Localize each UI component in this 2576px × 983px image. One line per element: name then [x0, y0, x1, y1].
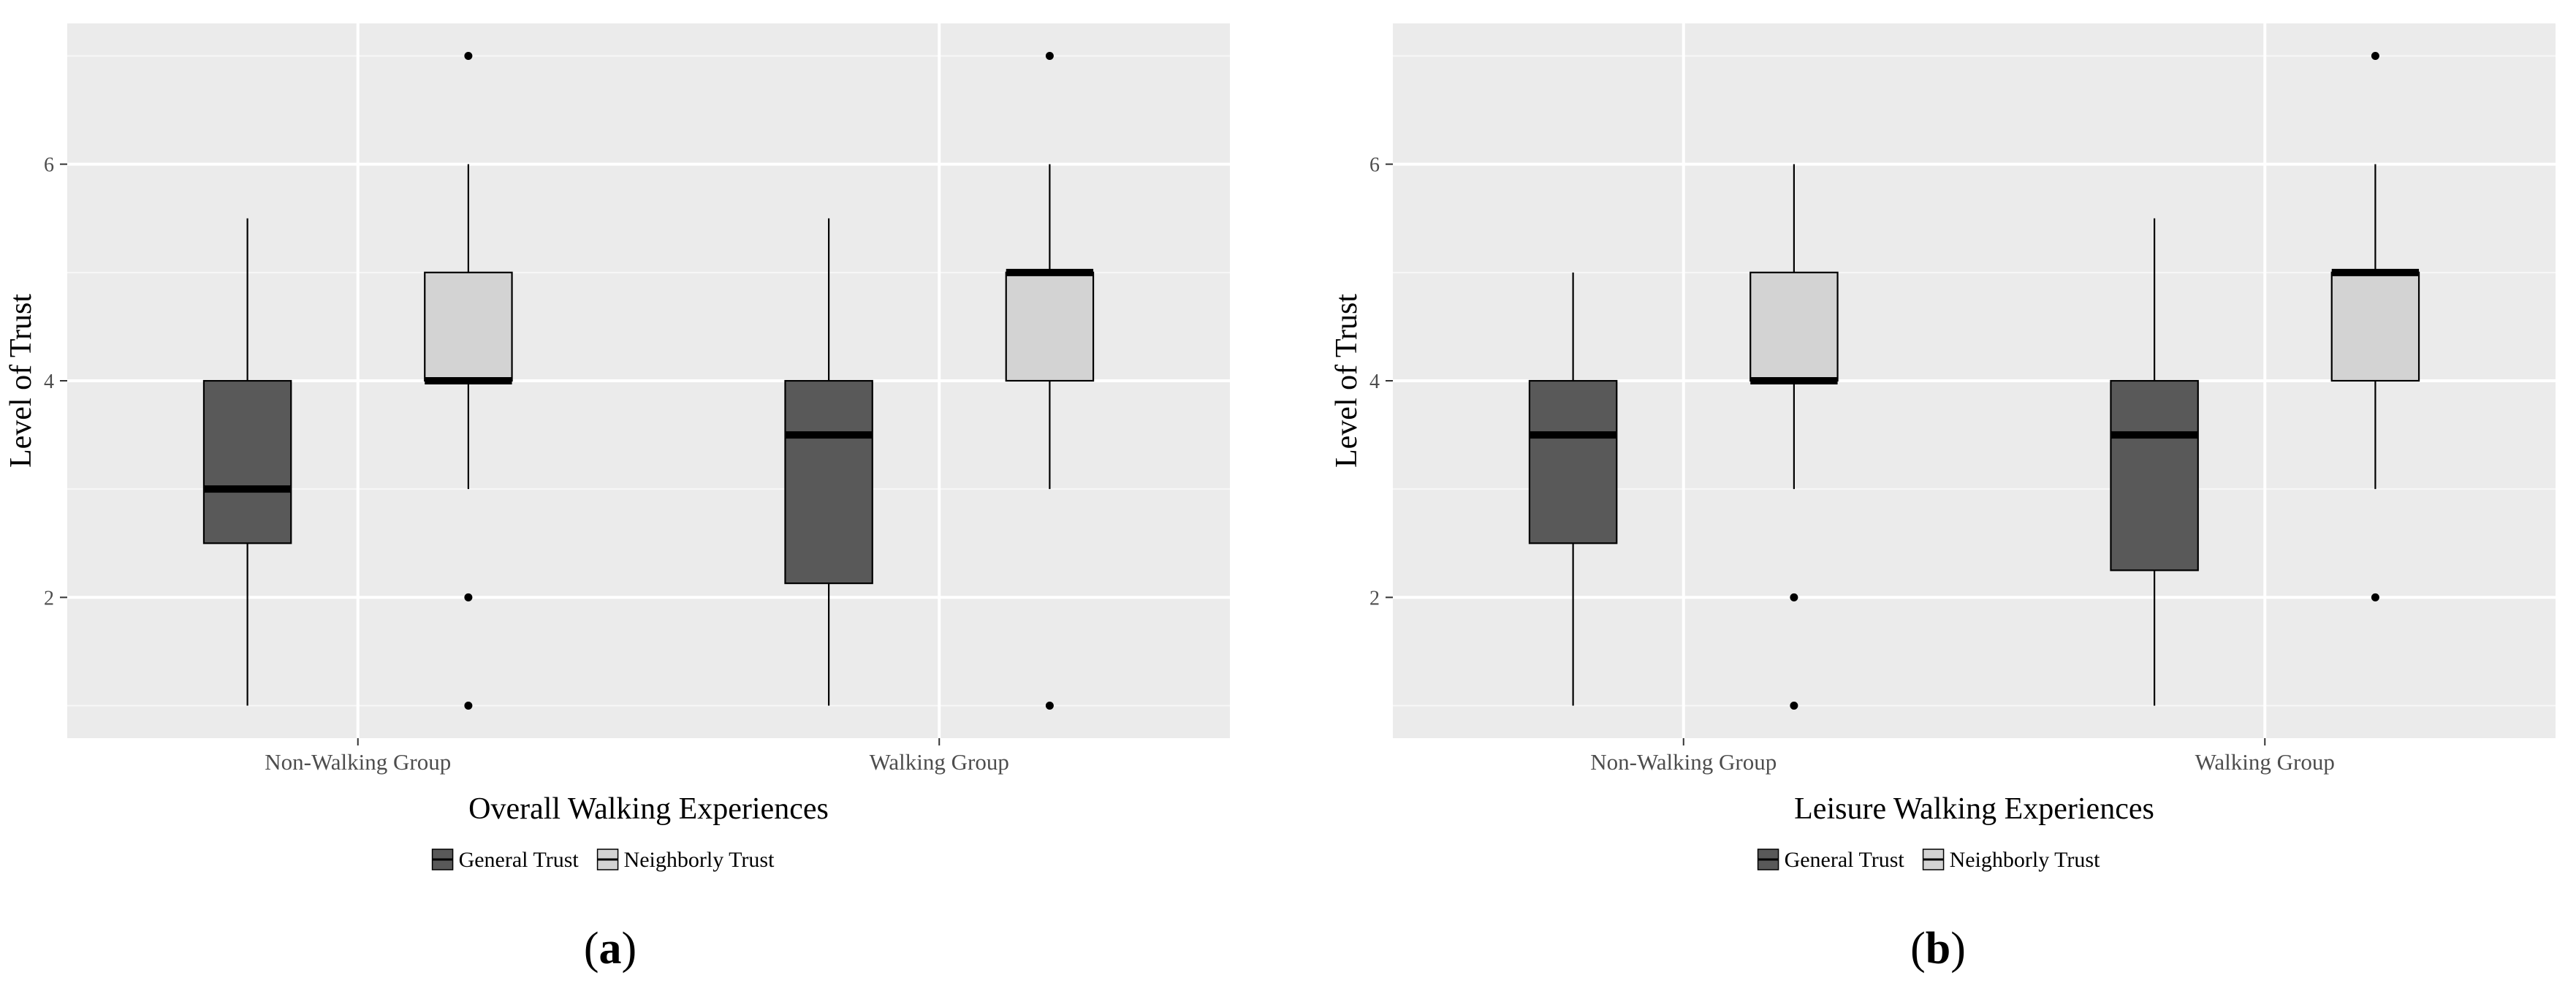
- box-general-trust-non-walking: [202, 218, 292, 706]
- outlier-point: [2371, 593, 2379, 601]
- outlier-point: [1045, 702, 1054, 710]
- y-tick-label: 2: [1369, 587, 1380, 610]
- x-tick-label: Walking Group: [2195, 749, 2335, 775]
- outlier-point: [2371, 51, 2379, 60]
- panel-label: (a): [584, 924, 637, 973]
- panel-b: 2 4 6 Non-Walking Group Walking Group Leisure…: [1330, 23, 2556, 973]
- panel-a: 2 4 6 Non-Walking Group Walking Group Overall…: [4, 23, 1230, 973]
- outlier-point: [464, 593, 473, 601]
- outlier-point: [464, 51, 473, 60]
- box-general-trust-walking: [2110, 218, 2199, 706]
- box-neighborly-trust-walking: [1005, 51, 1095, 710]
- legend: General Trust Neighborly Trust: [1757, 848, 2101, 872]
- legend: General Trust Neighborly Trust: [431, 848, 775, 872]
- box-iqr: [784, 379, 873, 585]
- legend-label-neighborly-trust: Neighborly Trust: [624, 848, 775, 872]
- box-general-trust-walking: [784, 218, 873, 706]
- x-tick-label: Non-Walking Group: [1590, 749, 1777, 775]
- legend-label-general-trust: General Trust: [459, 848, 580, 872]
- y-axis-title: Level of Trust: [1330, 294, 1364, 468]
- y-axis-title: Level of Trust: [4, 294, 38, 468]
- box-iqr: [1749, 271, 1839, 382]
- x-tick-label: Walking Group: [870, 749, 1009, 775]
- box-iqr: [1005, 271, 1095, 382]
- box-iqr: [424, 271, 513, 382]
- box-iqr: [2110, 379, 2199, 572]
- box-iqr: [2330, 271, 2420, 382]
- outlier-point: [1790, 702, 1798, 710]
- outlier-point: [464, 702, 473, 710]
- y-tick-label: 2: [44, 587, 54, 610]
- y-tick-label: 4: [44, 371, 54, 393]
- legend-label-general-trust: General Trust: [1785, 848, 1905, 872]
- box-general-trust-non-walking: [1528, 272, 1618, 706]
- x-tick-label: Non-Walking Group: [265, 749, 451, 775]
- x-axis-title: Overall Walking Experiences: [468, 792, 829, 826]
- box-neighborly-trust-non-walking: [1749, 164, 1839, 710]
- box-neighborly-trust-non-walking: [424, 51, 513, 710]
- legend-label-neighborly-trust: Neighborly Trust: [1950, 848, 2101, 872]
- y-tick-label: 6: [44, 154, 54, 177]
- box-iqr: [1528, 379, 1618, 544]
- y-tick-label: 6: [1369, 154, 1380, 177]
- box-iqr: [202, 379, 292, 544]
- panel-label: (b): [1910, 924, 1966, 973]
- outlier-point: [1045, 51, 1054, 60]
- outlier-point: [1790, 593, 1798, 601]
- x-axis-title: Leisure Walking Experiences: [1794, 792, 2154, 826]
- y-tick-label: 4: [1369, 371, 1380, 393]
- box-neighborly-trust-walking: [2330, 51, 2420, 601]
